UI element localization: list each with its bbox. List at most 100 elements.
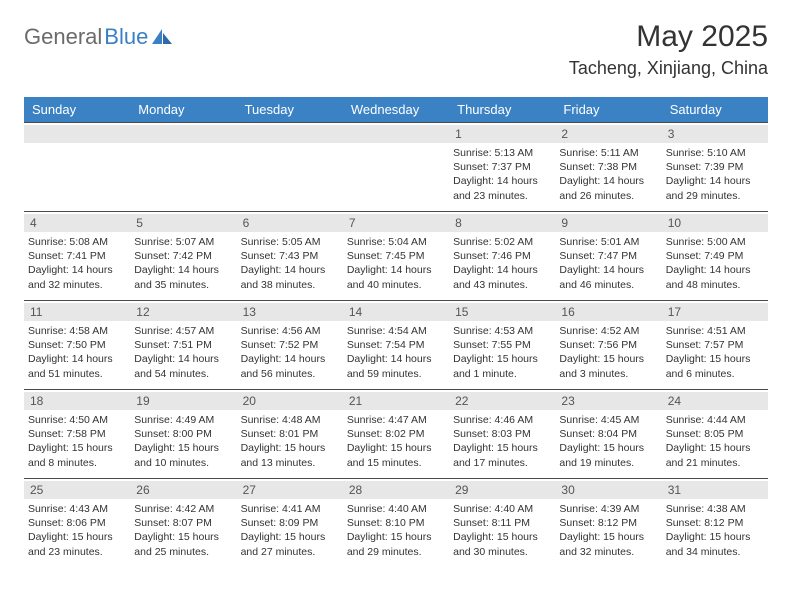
day-cell: 28Sunrise: 4:40 AMSunset: 8:10 PMDayligh… bbox=[343, 479, 449, 567]
daylight-line-1: Daylight: 15 hours bbox=[453, 441, 551, 455]
day-number: 17 bbox=[662, 303, 768, 321]
sunset-line: Sunset: 8:05 PM bbox=[666, 427, 764, 441]
day-cell: 11Sunrise: 4:58 AMSunset: 7:50 PMDayligh… bbox=[24, 301, 130, 389]
day-number: 18 bbox=[24, 392, 130, 410]
daylight-line-2: and 40 minutes. bbox=[347, 278, 445, 292]
sunset-line: Sunset: 7:51 PM bbox=[134, 338, 232, 352]
day-details: Sunrise: 4:45 AMSunset: 8:04 PMDaylight:… bbox=[559, 413, 657, 470]
daylight-line-1: Daylight: 14 hours bbox=[28, 263, 126, 277]
sunset-line: Sunset: 8:03 PM bbox=[453, 427, 551, 441]
weekday-header-cell: Saturday bbox=[662, 97, 768, 122]
daylight-line-1: Daylight: 14 hours bbox=[134, 352, 232, 366]
daylight-line-2: and 32 minutes. bbox=[28, 278, 126, 292]
day-number bbox=[24, 125, 130, 143]
day-number bbox=[237, 125, 343, 143]
sunset-line: Sunset: 8:12 PM bbox=[559, 516, 657, 530]
daylight-line-2: and 23 minutes. bbox=[453, 189, 551, 203]
daylight-line-2: and 54 minutes. bbox=[134, 367, 232, 381]
sunrise-line: Sunrise: 4:41 AM bbox=[241, 502, 339, 516]
sunrise-line: Sunrise: 4:40 AM bbox=[453, 502, 551, 516]
sunset-line: Sunset: 8:02 PM bbox=[347, 427, 445, 441]
daylight-line-2: and 35 minutes. bbox=[134, 278, 232, 292]
sunrise-line: Sunrise: 4:49 AM bbox=[134, 413, 232, 427]
logo-word-2: Blue bbox=[104, 24, 148, 50]
day-details: Sunrise: 4:53 AMSunset: 7:55 PMDaylight:… bbox=[453, 324, 551, 381]
daylight-line-2: and 29 minutes. bbox=[347, 545, 445, 559]
daylight-line-2: and 43 minutes. bbox=[453, 278, 551, 292]
logo-word-1: General bbox=[24, 24, 102, 50]
day-details: Sunrise: 4:39 AMSunset: 8:12 PMDaylight:… bbox=[559, 502, 657, 559]
sunrise-line: Sunrise: 4:56 AM bbox=[241, 324, 339, 338]
day-details: Sunrise: 5:08 AMSunset: 7:41 PMDaylight:… bbox=[28, 235, 126, 292]
sunset-line: Sunset: 7:47 PM bbox=[559, 249, 657, 263]
sunrise-line: Sunrise: 4:58 AM bbox=[28, 324, 126, 338]
weekday-header-cell: Sunday bbox=[24, 97, 130, 122]
day-details: Sunrise: 5:00 AMSunset: 7:49 PMDaylight:… bbox=[666, 235, 764, 292]
weekday-header-cell: Tuesday bbox=[237, 97, 343, 122]
day-cell: 20Sunrise: 4:48 AMSunset: 8:01 PMDayligh… bbox=[237, 390, 343, 478]
day-details: Sunrise: 5:05 AMSunset: 7:43 PMDaylight:… bbox=[241, 235, 339, 292]
title-block: May 2025 Tacheng, Xinjiang, China bbox=[569, 20, 768, 79]
sunrise-line: Sunrise: 4:40 AM bbox=[347, 502, 445, 516]
day-details: Sunrise: 4:48 AMSunset: 8:01 PMDaylight:… bbox=[241, 413, 339, 470]
sunset-line: Sunset: 7:41 PM bbox=[28, 249, 126, 263]
daylight-line-1: Daylight: 14 hours bbox=[347, 352, 445, 366]
day-cell: 23Sunrise: 4:45 AMSunset: 8:04 PMDayligh… bbox=[555, 390, 661, 478]
daylight-line-1: Daylight: 15 hours bbox=[241, 530, 339, 544]
daylight-line-2: and 59 minutes. bbox=[347, 367, 445, 381]
day-cell bbox=[343, 123, 449, 211]
sunrise-line: Sunrise: 5:08 AM bbox=[28, 235, 126, 249]
day-cell: 12Sunrise: 4:57 AMSunset: 7:51 PMDayligh… bbox=[130, 301, 236, 389]
day-number: 31 bbox=[662, 481, 768, 499]
daylight-line-1: Daylight: 15 hours bbox=[559, 352, 657, 366]
daylight-line-2: and 30 minutes. bbox=[453, 545, 551, 559]
day-cell: 25Sunrise: 4:43 AMSunset: 8:06 PMDayligh… bbox=[24, 479, 130, 567]
sunset-line: Sunset: 8:01 PM bbox=[241, 427, 339, 441]
day-number bbox=[130, 125, 236, 143]
day-number bbox=[343, 125, 449, 143]
day-cell: 18 Sunrise: 4:50 AMSunset: 7:58 PMDayligh… bbox=[24, 390, 130, 478]
daylight-line-2: and 21 minutes. bbox=[666, 456, 764, 470]
day-details: Sunrise: 4:57 AMSunset: 7:51 PMDaylight:… bbox=[134, 324, 232, 381]
day-details: Sunrise: 4:56 AMSunset: 7:52 PMDaylight:… bbox=[241, 324, 339, 381]
day-details: Sunrise: 4:46 AMSunset: 8:03 PMDaylight:… bbox=[453, 413, 551, 470]
day-cell: 5Sunrise: 5:07 AMSunset: 7:42 PMDaylight… bbox=[130, 212, 236, 300]
daylight-line-1: Daylight: 14 hours bbox=[666, 174, 764, 188]
day-details: Sunrise: 5:13 AMSunset: 7:37 PMDaylight:… bbox=[453, 146, 551, 203]
day-cell: 2Sunrise: 5:11 AMSunset: 7:38 PMDaylight… bbox=[555, 123, 661, 211]
sunset-line: Sunset: 7:42 PM bbox=[134, 249, 232, 263]
sunset-line: Sunset: 8:07 PM bbox=[134, 516, 232, 530]
sunrise-line: Sunrise: 4:42 AM bbox=[134, 502, 232, 516]
week-row: 18 Sunrise: 4:50 AMSunset: 7:58 PMDayligh… bbox=[24, 389, 768, 478]
header-bar: GeneralBlue May 2025 Tacheng, Xinjiang, … bbox=[24, 20, 768, 79]
daylight-line-1: Daylight: 14 hours bbox=[666, 263, 764, 277]
week-row: 1Sunrise: 5:13 AMSunset: 7:37 PMDaylight… bbox=[24, 122, 768, 211]
sunrise-line: Sunrise: 4:48 AM bbox=[241, 413, 339, 427]
sunset-line: Sunset: 7:46 PM bbox=[453, 249, 551, 263]
calendar: SundayMondayTuesdayWednesdayThursdayFrid… bbox=[24, 97, 768, 567]
sunset-line: Sunset: 8:11 PM bbox=[453, 516, 551, 530]
day-details: Sunrise: 5:07 AMSunset: 7:42 PMDaylight:… bbox=[134, 235, 232, 292]
day-cell: 1Sunrise: 5:13 AMSunset: 7:37 PMDaylight… bbox=[449, 123, 555, 211]
day-details: Sunrise: 4:54 AMSunset: 7:54 PMDaylight:… bbox=[347, 324, 445, 381]
week-row: 25Sunrise: 4:43 AMSunset: 8:06 PMDayligh… bbox=[24, 478, 768, 567]
day-details: Sunrise: 4:51 AMSunset: 7:57 PMDaylight:… bbox=[666, 324, 764, 381]
day-number: 6 bbox=[237, 214, 343, 232]
daylight-line-1: Daylight: 15 hours bbox=[453, 530, 551, 544]
sunset-line: Sunset: 7:57 PM bbox=[666, 338, 764, 352]
daylight-line-1: Daylight: 15 hours bbox=[347, 530, 445, 544]
day-details: Sunrise: 4:38 AMSunset: 8:12 PMDaylight:… bbox=[666, 502, 764, 559]
day-number: 19 bbox=[130, 392, 236, 410]
day-cell: 15Sunrise: 4:53 AMSunset: 7:55 PMDayligh… bbox=[449, 301, 555, 389]
daylight-line-1: Daylight: 14 hours bbox=[241, 352, 339, 366]
sunset-line: Sunset: 8:06 PM bbox=[28, 516, 126, 530]
weekday-header-cell: Friday bbox=[555, 97, 661, 122]
sunset-line: Sunset: 7:43 PM bbox=[241, 249, 339, 263]
day-details: Sunrise: 4:50 AMSunset: 7:58 PMDaylight:… bbox=[28, 413, 126, 470]
week-row: 4Sunrise: 5:08 AMSunset: 7:41 PMDaylight… bbox=[24, 211, 768, 300]
sunrise-line: Sunrise: 5:04 AM bbox=[347, 235, 445, 249]
weeks-container: 1Sunrise: 5:13 AMSunset: 7:37 PMDaylight… bbox=[24, 122, 768, 567]
day-cell: 14Sunrise: 4:54 AMSunset: 7:54 PMDayligh… bbox=[343, 301, 449, 389]
day-number: 28 bbox=[343, 481, 449, 499]
daylight-line-2: and 23 minutes. bbox=[28, 545, 126, 559]
